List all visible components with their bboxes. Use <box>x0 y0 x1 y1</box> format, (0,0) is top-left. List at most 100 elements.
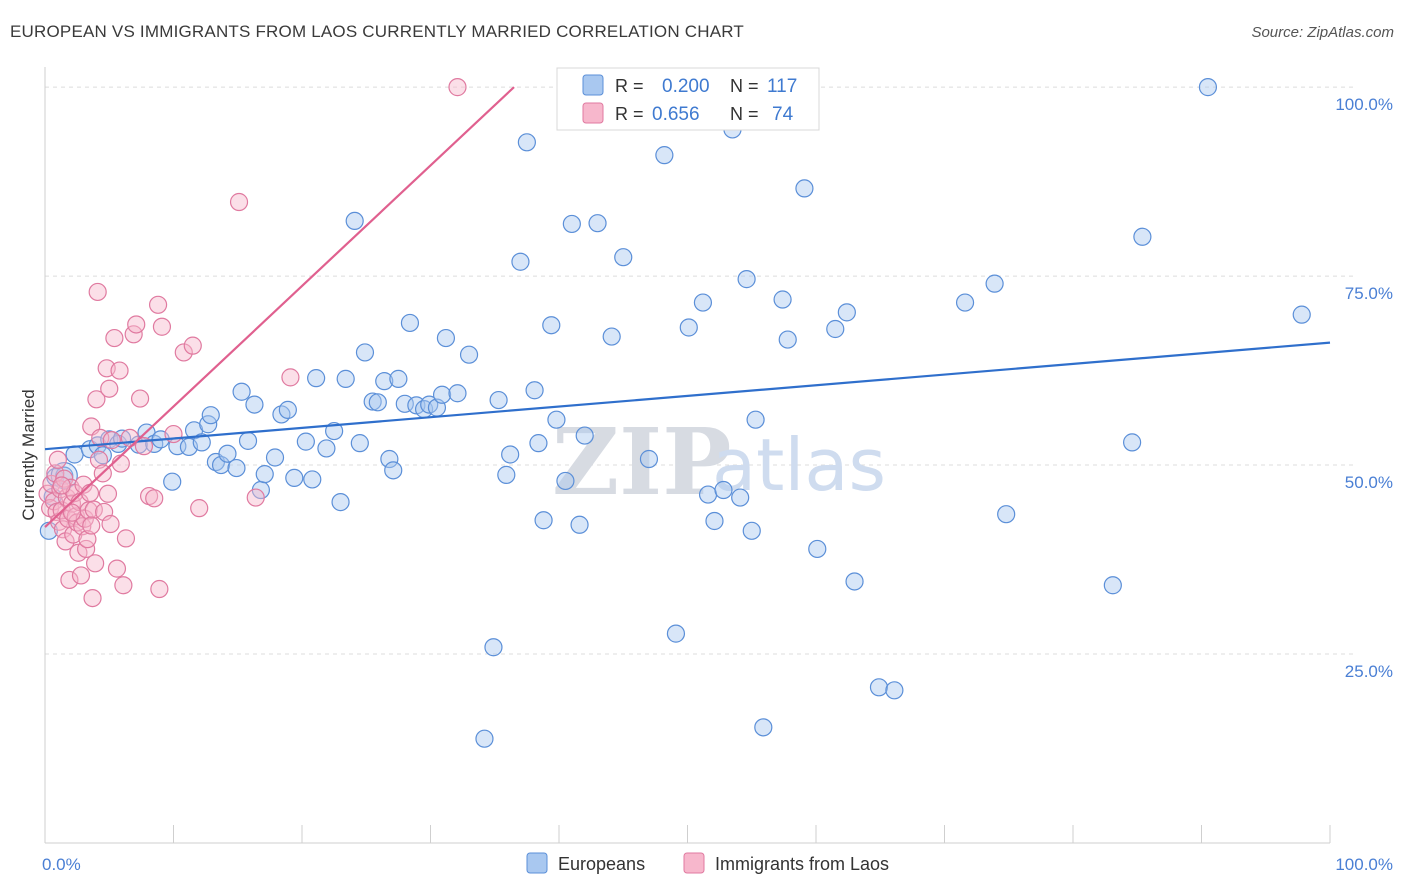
laos-point-62 <box>152 317 172 336</box>
laos-point-52 <box>116 529 136 548</box>
laos-point-33 <box>83 588 102 608</box>
europeans-point-87 <box>705 511 724 531</box>
laos-point-29 <box>78 530 97 549</box>
europeans-point-62 <box>484 638 503 657</box>
europeans-point-83 <box>679 318 698 337</box>
europeans-point-103 <box>885 681 904 700</box>
laos-point-45 <box>101 514 120 534</box>
watermark: ZIP atlas <box>552 408 886 516</box>
laos-point-15 <box>60 570 79 590</box>
europeans-point-70 <box>534 511 553 530</box>
europeans-point-49 <box>384 461 403 480</box>
europeans-point-98 <box>808 539 827 559</box>
watermark-atlas: atlas <box>712 423 886 507</box>
europeans-point-76 <box>575 426 594 445</box>
europeans-point-45 <box>363 392 382 411</box>
europeans-point-59 <box>448 384 467 403</box>
laos-point-35 <box>86 554 105 573</box>
laos-point-50 <box>111 454 130 473</box>
europeans-point-107 <box>1103 576 1122 595</box>
europeans-point-63 <box>489 390 508 410</box>
europeans-point-100 <box>837 303 856 322</box>
europeans-point-74 <box>562 214 581 234</box>
europeans-point-85 <box>693 293 713 312</box>
europeans-point-35 <box>296 432 315 451</box>
europeans-point-15 <box>163 472 182 491</box>
europeans-point-90 <box>731 488 750 507</box>
y-tick-label-3: 100.0% <box>1335 95 1393 114</box>
series-europeans <box>39 78 1311 748</box>
europeans-point-77 <box>588 214 607 233</box>
europeans-point-38 <box>317 439 336 458</box>
europeans-point-31 <box>265 448 285 467</box>
europeans-point-48 <box>380 449 399 469</box>
europeans-point-19 <box>192 433 211 452</box>
legend-r-value-0: 0.200 <box>662 76 710 97</box>
europeans-point-24 <box>218 444 237 463</box>
europeans-point-51 <box>395 394 414 413</box>
laos-point-49 <box>110 361 129 380</box>
europeans-point-111 <box>1292 305 1311 324</box>
europeans-point-80 <box>639 449 659 469</box>
legend-swatch-pink <box>582 102 604 124</box>
x-tick-label-1: 100.0% <box>1335 855 1393 874</box>
laos-point-65 <box>183 336 202 355</box>
europeans-point-104 <box>955 293 975 312</box>
series-immigrants-from-laos <box>38 78 467 608</box>
europeans-point-67 <box>517 133 536 152</box>
europeans-point-33 <box>278 400 297 419</box>
europeans-point-40 <box>331 492 350 512</box>
europeans-point-41 <box>336 369 355 388</box>
europeans-point-109 <box>1133 227 1152 246</box>
legend-item-laos: Immigrants from Laos <box>715 854 889 874</box>
europeans-point-102 <box>869 678 889 697</box>
y-tick-label-2: 75.0% <box>1345 284 1393 303</box>
laos-point-61 <box>150 579 169 599</box>
europeans-point-23 <box>211 455 231 475</box>
europeans-point-4 <box>65 445 84 464</box>
europeans-point-65 <box>501 445 520 464</box>
europeans-point-88 <box>714 480 733 500</box>
europeans-point-110 <box>1198 78 1218 97</box>
europeans-point-39 <box>325 421 344 441</box>
europeans-point-37 <box>307 369 326 388</box>
legend-swatch-blue <box>582 74 604 96</box>
europeans-point-64 <box>497 465 516 484</box>
europeans-point-57 <box>432 385 452 404</box>
europeans-point-72 <box>547 410 566 429</box>
europeans-point-108 <box>1123 433 1142 452</box>
europeans-point-42 <box>345 211 364 231</box>
legend-item-europeans-swatch <box>526 852 548 874</box>
europeans-point-44 <box>355 343 375 362</box>
laos-point-60 <box>148 295 168 314</box>
europeans-point-36 <box>303 470 322 489</box>
europeans-point-101 <box>845 572 864 591</box>
europeans-point-26 <box>232 382 251 401</box>
europeans-point-94 <box>746 410 765 429</box>
europeans-point-69 <box>529 434 548 453</box>
correlation-legend: R = 0.200 N = 117 R = 0.656 N = 74 <box>556 67 820 131</box>
legend-n-value-1: 74 <box>772 104 794 125</box>
legend-n-value-0: 117 <box>767 76 797 97</box>
europeans-point-58 <box>436 328 456 348</box>
x-tick-label-0: 0.0% <box>42 855 81 874</box>
chart-title: EUROPEAN VS IMMIGRANTS FROM LAOS CURRENT… <box>10 22 744 41</box>
europeans-point-93 <box>754 718 773 737</box>
laos-point-38 <box>89 450 109 469</box>
laos-point-66 <box>190 499 209 518</box>
laos-point-37 <box>88 282 107 302</box>
europeans-point-30 <box>255 465 274 484</box>
europeans-point-50 <box>389 369 408 388</box>
laos-point-12 <box>56 532 75 551</box>
laos-point-46 <box>102 431 121 450</box>
europeans-point-34 <box>285 468 304 488</box>
laos-point-36 <box>87 390 106 409</box>
europeans-point-68 <box>525 381 544 400</box>
europeans-point-105 <box>985 274 1004 293</box>
y-tick-labels: 25.0% 50.0% 75.0% 100.0% <box>1335 95 1393 681</box>
legend-r-label-1: R = <box>615 104 644 124</box>
trend-lines <box>44 86 1331 528</box>
europeans-point-79 <box>614 248 633 267</box>
watermark-zip: ZIP <box>552 408 731 516</box>
europeans-point-61 <box>475 729 494 748</box>
